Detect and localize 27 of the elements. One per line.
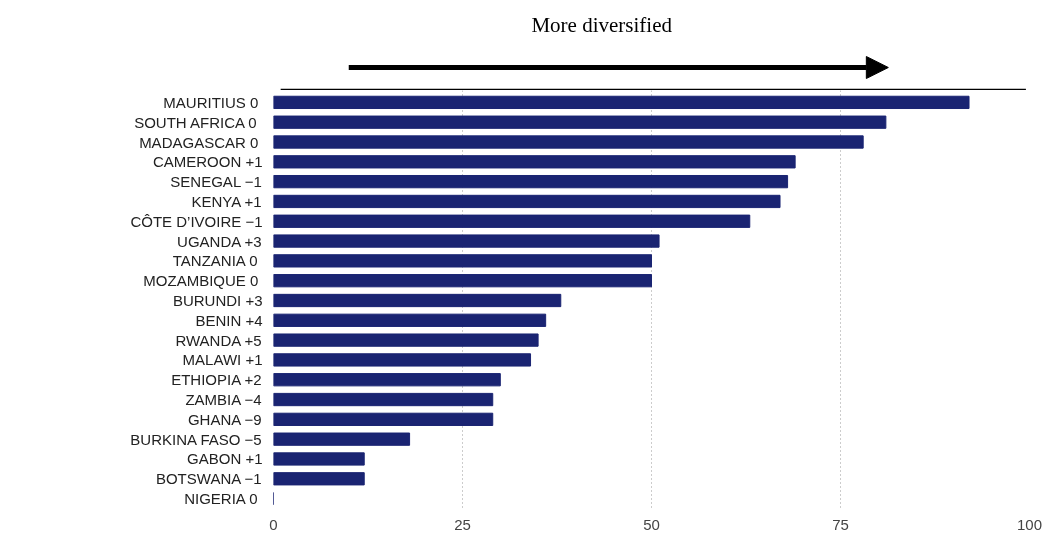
y-tick-label: TANZANIA 0 xyxy=(172,252,258,270)
y-tick-label: CÔTE D’IVOIRE −1 xyxy=(130,212,263,230)
x-tick-label: 50 xyxy=(643,515,660,533)
y-tick-label: MALAWI +1 xyxy=(182,351,263,369)
y-tick-label: RWANDA +5 xyxy=(175,331,262,349)
y-tick-label: UGANDA +3 xyxy=(177,232,262,250)
y-tick-label: GABON +1 xyxy=(187,450,263,468)
y-tick-label: BENIN +4 xyxy=(195,311,263,329)
y-tick-label: SENEGAL −1 xyxy=(170,173,262,191)
y-tick-label: MOZAMBIQUE 0 xyxy=(143,272,259,290)
y-tick-label: MADAGASCAR 0 xyxy=(139,133,259,151)
y-tick-label: SOUTH AFRICA 0 xyxy=(134,113,257,131)
y-tick-label: KENYA +1 xyxy=(191,192,262,210)
y-tick-label: MAURITIUS 0 xyxy=(163,93,259,111)
y-tick-label: NIGERIA 0 xyxy=(184,490,258,508)
text: More diversified xyxy=(531,12,673,37)
y-tick-label: BOTSWANA −1 xyxy=(155,470,262,488)
y-tick-label: GHANA −9 xyxy=(187,410,262,428)
x-tick-label: 0 xyxy=(269,515,278,533)
y-tick-label: CAMEROON +1 xyxy=(152,153,263,171)
x-tick-label: 100 xyxy=(1016,515,1043,533)
y-tick-label: BURKINA FASO −5 xyxy=(130,430,262,448)
y-tick-label: BURUNDI +3 xyxy=(172,291,263,309)
y-tick-label: ZAMBIA −4 xyxy=(185,391,262,409)
x-tick-label: 25 xyxy=(454,515,471,533)
y-tick-label: ETHIOPIA +2 xyxy=(171,371,262,389)
x-tick-label: 75 xyxy=(832,515,849,533)
